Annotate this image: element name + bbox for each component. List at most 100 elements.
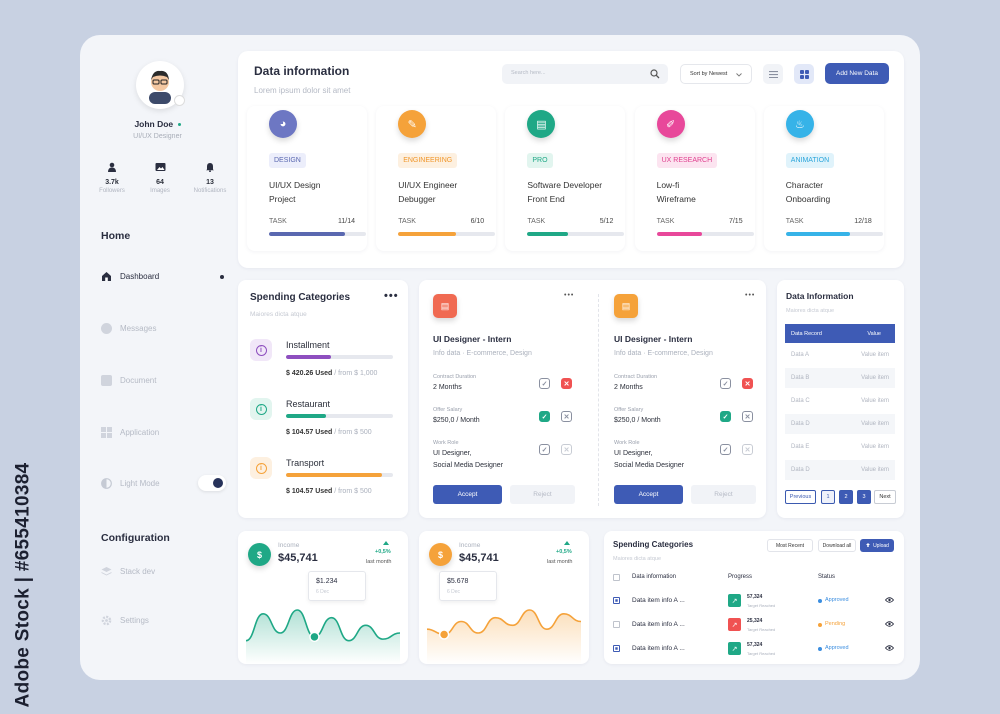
field-label: Offer Salary [433, 407, 463, 413]
project-card[interactable]: ✐ UX RESEARCH Low-fi Wireframe TASK 7/15 [634, 106, 755, 251]
reject-button[interactable]: Reject [510, 485, 575, 504]
stat-notifications[interactable]: 13 Notifications [188, 159, 232, 194]
spending-amount: $ 420.26 Used / from $ 1,000 [286, 370, 378, 377]
income-amount: $45,741 [278, 552, 318, 564]
nav-messages[interactable]: Messages [101, 323, 156, 334]
nav-stack-dev[interactable]: Stack dev [101, 566, 155, 577]
close-icon[interactable]: ✕ [561, 444, 572, 455]
more-options-icon[interactable]: ••• [745, 292, 756, 299]
row-checkbox[interactable] [613, 645, 620, 652]
trend-icon: ↗ [728, 642, 741, 655]
task-count: 12/18 [854, 218, 872, 225]
check-icon[interactable]: ✓ [720, 411, 731, 422]
income-period: last month [366, 559, 392, 565]
accept-button[interactable]: Accept [433, 485, 502, 504]
table-row[interactable]: Data C Value item [785, 391, 895, 411]
reject-button[interactable]: Reject [691, 485, 756, 504]
close-icon[interactable]: ✕ [742, 411, 753, 422]
close-icon[interactable]: ✕ [561, 378, 572, 389]
page-3-button[interactable]: 3 [857, 490, 871, 504]
sort-dropdown[interactable]: Sort by Newest [680, 64, 752, 84]
spending-item[interactable]: i Transport $ 104.57 Used / from $ 500 [238, 455, 408, 510]
close-icon[interactable]: ✕ [742, 378, 753, 389]
job-file-icon: ▤ [433, 294, 457, 318]
table-row[interactable]: Data item info A ... ↗ 57,324 Target Reache… [613, 591, 895, 613]
spending-item[interactable]: i Restaurant $ 104.57 Used / from $ 500 [238, 396, 408, 451]
trend-icon: ↗ [728, 618, 741, 631]
eye-icon[interactable] [885, 597, 894, 603]
close-icon[interactable]: ✕ [561, 411, 572, 422]
project-card[interactable]: ✎ ENGINEERING UI/UX Engineer Debugger TASK 6/… [376, 106, 497, 251]
row-checkbox[interactable] [613, 597, 620, 604]
trend-icon: ↗ [728, 594, 741, 607]
page-1-button[interactable]: 1 [821, 490, 835, 504]
spending-name: Installment [286, 340, 330, 350]
most-recent-dropdown[interactable]: Most Recent [767, 539, 813, 552]
accept-button[interactable]: Accept [614, 485, 683, 504]
check-icon[interactable]: ✓ [539, 444, 550, 455]
table-row[interactable]: Data D Value item [785, 414, 895, 434]
close-icon[interactable]: ✕ [742, 444, 753, 455]
eye-icon[interactable] [885, 645, 894, 651]
page-2-button[interactable]: 2 [839, 490, 853, 504]
table-row[interactable]: Data item info A ... ↗ 25,324 Target Reache… [613, 615, 895, 637]
table-row[interactable]: Data D Value item [785, 460, 895, 480]
task-label: TASK [656, 218, 675, 225]
info-icon: i [250, 398, 272, 420]
search-input[interactable]: Search here... [502, 64, 668, 84]
upload-button[interactable]: Upload [860, 539, 894, 552]
check-icon[interactable]: ✓ [539, 378, 550, 389]
check-icon[interactable]: ✓ [720, 444, 731, 455]
stat-followers[interactable]: 3.7k Followers [92, 159, 132, 194]
spending-item[interactable]: i Installment $ 420.26 Used / from $ 1,000 [238, 337, 408, 392]
project-card[interactable]: ♨ ANIMATION Character Onboarding TASK 12/18 [763, 106, 884, 251]
grid-view-button[interactable] [794, 64, 814, 84]
next-button[interactable]: Next [874, 490, 896, 504]
stat-images[interactable]: 64 Images [140, 159, 180, 194]
money-icon: $ [248, 543, 271, 566]
nav-document[interactable]: Document [101, 375, 156, 386]
check-icon[interactable]: ✓ [720, 378, 731, 389]
check-icon[interactable]: ✓ [539, 411, 550, 422]
project-tag: ENGINEERING [398, 153, 458, 168]
series-line [245, 609, 401, 642]
nav-application[interactable]: Application [101, 427, 159, 438]
header-checkbox[interactable] [613, 574, 620, 581]
field-value: $250,0 / Month [614, 417, 661, 424]
nav-settings[interactable]: Settings [101, 615, 149, 626]
table-row[interactable]: Data B Value item [785, 368, 895, 388]
more-options-icon[interactable]: ••• [564, 292, 575, 299]
nav-light-mode[interactable]: Light Mode [101, 478, 160, 489]
light-mode-toggle[interactable] [198, 475, 226, 491]
home-heading: Home [101, 230, 131, 242]
table-row[interactable]: Data A Value item [785, 345, 895, 365]
eye-icon[interactable] [885, 621, 894, 627]
nav-dashboard[interactable]: Dashboard [101, 271, 159, 282]
progress-fill [269, 232, 346, 236]
income-amount: $45,741 [459, 552, 499, 564]
project-card[interactable]: ◕ DESIGN UI/UX Design Project TASK 11/14 [247, 106, 367, 251]
highlight-point[interactable] [309, 631, 320, 643]
add-new-data-button[interactable]: Add New Data [825, 63, 889, 84]
table-row[interactable]: Data E Value item [785, 437, 895, 457]
table-row[interactable]: Data item info A ... ↗ 57,324 Target Reache… [613, 639, 895, 661]
avatar[interactable] [136, 61, 185, 109]
progress-value: 57,324 [747, 642, 763, 648]
download-all-button[interactable]: Download all [818, 539, 856, 552]
project-card[interactable]: ▤ PRO Software Developer Front End TASK 5/12 [505, 106, 626, 251]
flame-icon: ♨ [785, 110, 814, 138]
highlight-point[interactable] [438, 629, 450, 640]
image-icon [155, 163, 165, 171]
more-options-icon[interactable]: ••• [384, 290, 399, 302]
status-dot-icon [818, 623, 822, 627]
row-checkbox[interactable] [613, 621, 620, 628]
configuration-heading: Configuration [101, 532, 170, 544]
income-label: Income [278, 542, 300, 549]
income-card: $ Income $45,741 +0,5% last month $1.234 6 Dec [238, 531, 408, 664]
list-view-button[interactable] [763, 64, 783, 84]
field-value: Social Media Designer [614, 462, 685, 469]
spending-categories-card: Spending Categories ••• Maiores dicta at… [238, 280, 408, 518]
chevron-down-icon [736, 73, 742, 77]
profile-role: UI/UX Designer [133, 133, 182, 140]
previous-button[interactable]: Previous [785, 490, 816, 504]
